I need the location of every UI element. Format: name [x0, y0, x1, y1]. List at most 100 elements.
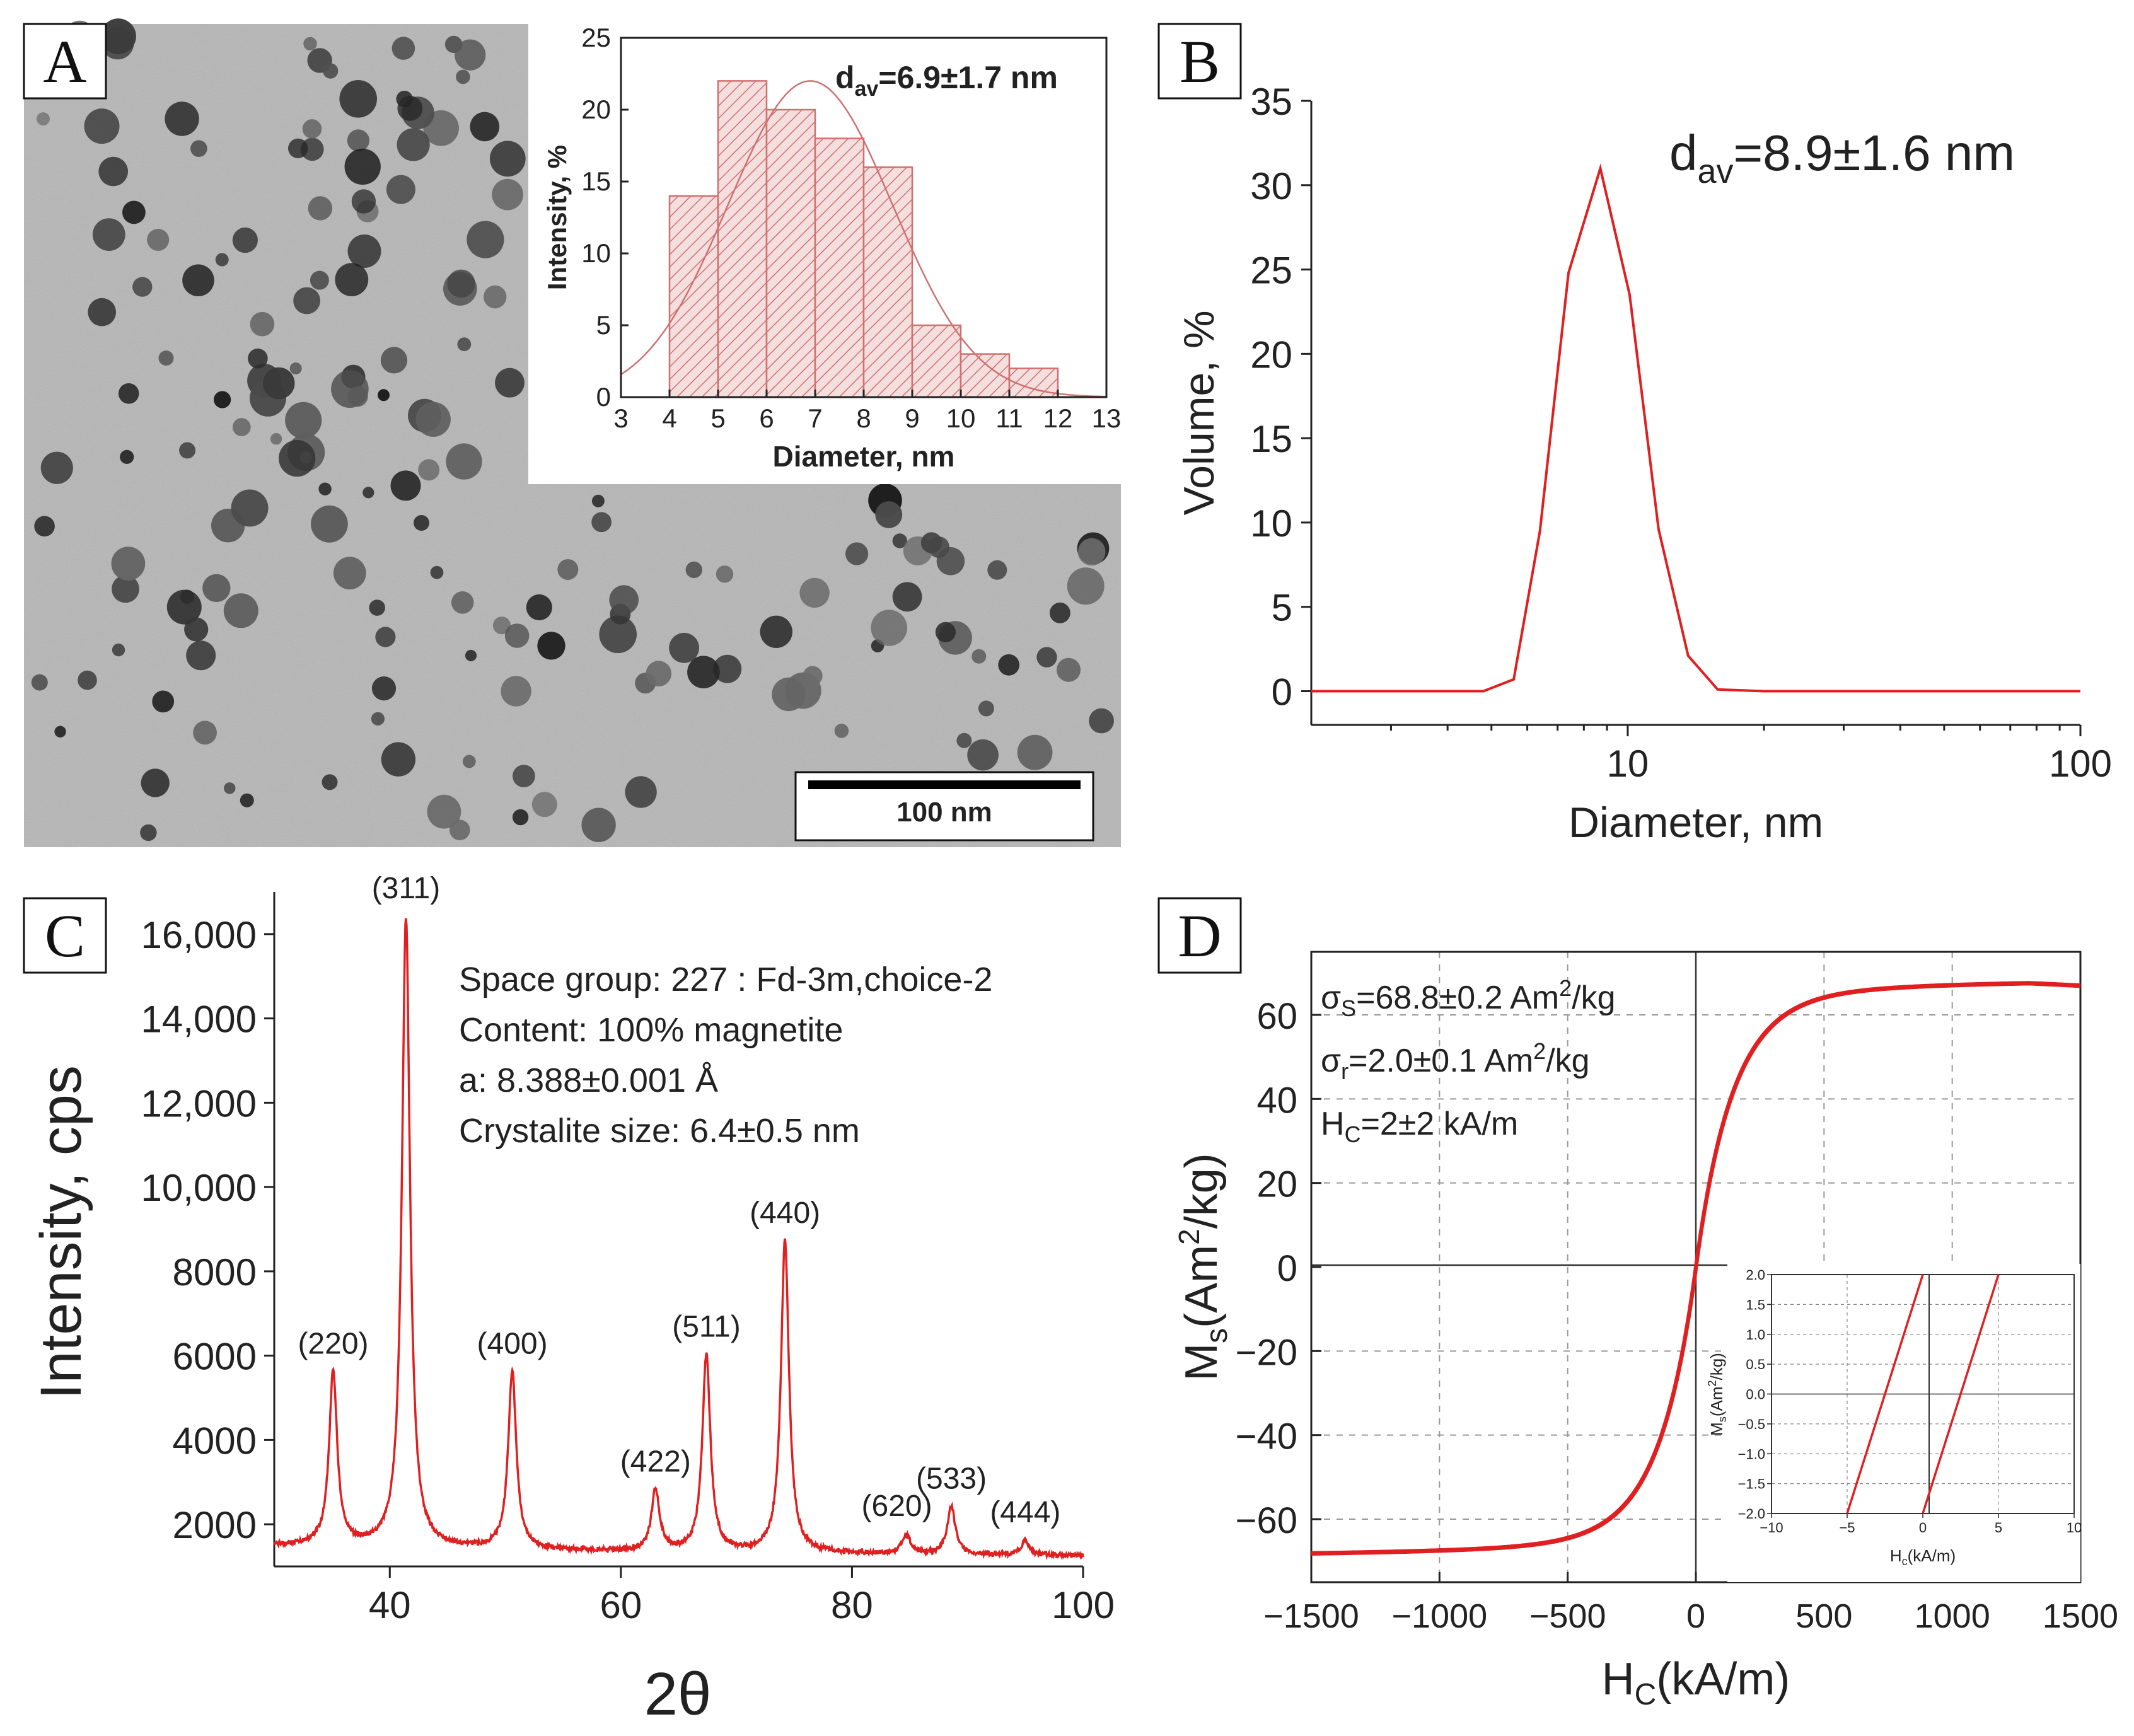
nanoparticle — [302, 119, 322, 139]
nanoparticle — [78, 670, 97, 690]
d-y-tick-label: 20 — [1256, 1164, 1297, 1205]
histogram-gaussian-fit — [620, 80, 1107, 398]
nanoparticle — [371, 676, 397, 701]
histogram-bar — [717, 80, 768, 398]
b-y-tick-label: 35 — [1250, 81, 1292, 123]
d-inset-branch-line — [1922, 1274, 2000, 1514]
histogram-bar — [668, 195, 719, 398]
nanoparticle — [152, 690, 175, 713]
nanoparticle — [347, 234, 381, 268]
nanoparticle — [935, 622, 956, 643]
scale-bar-label: 100 nm — [896, 797, 992, 828]
nanoparticle — [375, 627, 396, 647]
nanoparticle — [147, 229, 170, 251]
nanoparticle — [414, 515, 429, 531]
d-y-tick-label: 0 — [1277, 1248, 1297, 1289]
nanoparticle — [322, 774, 338, 790]
nanoparticle — [250, 311, 275, 337]
nanoparticle — [100, 18, 136, 54]
c-peak-label: (533) — [916, 1462, 987, 1495]
nanoparticle — [1077, 538, 1106, 566]
c-info-line: a: 8.388±0.001 Å — [459, 1062, 718, 1099]
nanoparticle — [339, 80, 377, 118]
nanoparticle — [335, 263, 369, 296]
nanoparticle — [193, 720, 217, 745]
nanoparticle — [625, 776, 657, 808]
nanoparticle — [512, 809, 529, 826]
b-y-tick-label: 30 — [1250, 165, 1292, 207]
c-y-tick-label: 8000 — [173, 1251, 257, 1293]
nanoparticle — [318, 482, 332, 495]
nanoparticle — [179, 442, 196, 459]
d-x-tick-label: −1500 — [1263, 1597, 1359, 1635]
nanoparticle — [462, 755, 476, 768]
nanoparticle — [716, 565, 734, 583]
nanoparticle — [1057, 657, 1081, 682]
nanoparticle — [956, 732, 972, 748]
nanoparticle — [1089, 708, 1114, 734]
nanoparticle — [687, 656, 720, 688]
nanoparticle — [92, 218, 125, 251]
nanoparticle — [501, 676, 531, 707]
histogram-y-tick-label: 5 — [596, 310, 611, 340]
nanoparticle — [248, 348, 268, 369]
c-peak-label: (220) — [298, 1327, 368, 1360]
c-y-tick-label: 10,000 — [141, 1167, 257, 1209]
c-x-tick-label: 60 — [600, 1584, 642, 1626]
nanoparticle — [262, 367, 295, 400]
nanoparticle — [803, 666, 823, 686]
d-y-tick-label: −60 — [1236, 1500, 1297, 1541]
nanoparticle — [646, 661, 672, 686]
c-peak-label: (620) — [862, 1490, 932, 1523]
c-x-tick-label: 40 — [369, 1584, 411, 1626]
c-x-label: 2θ — [644, 1660, 712, 1728]
nanoparticle — [936, 547, 965, 576]
d-parameter: σr=2.0±0.1 Am2/kg — [1321, 1038, 1590, 1084]
nanoparticle — [484, 285, 507, 309]
panel-label-c: C — [45, 902, 85, 969]
histogram-y-tick-label: 20 — [581, 95, 611, 124]
histogram-y-tick-label: 15 — [581, 166, 611, 196]
d-inset-y-label: Ms(Am2/kg) — [1706, 1353, 1729, 1436]
nanoparticle — [526, 594, 552, 621]
d-inset-x-tick-label: −10 — [1760, 1520, 1783, 1536]
b-size-distribution-curve — [1311, 163, 2080, 693]
nanoparticle — [31, 674, 48, 691]
nanoparticle — [378, 389, 390, 402]
c-y-label: Intensity, cps — [29, 1065, 93, 1399]
nanoparticle — [599, 615, 637, 654]
nanoparticle — [427, 794, 461, 829]
b-annotation: dav=8.9±1.6 nm — [1669, 125, 2015, 190]
c-y-tick-label: 4000 — [173, 1420, 257, 1462]
nanoparticle — [871, 610, 907, 646]
nanoparticle — [289, 362, 302, 374]
c-x-tick-label: 100 — [1052, 1584, 1115, 1626]
d-x-label: HC(kA/m) — [1602, 1654, 1790, 1711]
nanoparticle — [397, 128, 430, 161]
histogram-y-tick-label: 25 — [581, 23, 611, 52]
nanoparticle — [132, 277, 153, 297]
scale-bar — [808, 780, 1081, 789]
nanoparticle — [165, 101, 199, 136]
nanoparticle — [362, 487, 374, 499]
c-peak-label: (440) — [750, 1196, 820, 1230]
histogram-x-tick-label: 10 — [946, 403, 976, 433]
nanoparticle — [685, 561, 703, 579]
nanoparticle — [351, 189, 376, 214]
d-y-tick-label: 60 — [1256, 996, 1297, 1037]
c-info-line: Crystalite size: 6.4±0.5 nm — [459, 1112, 860, 1150]
d-y-tick-label: −40 — [1236, 1416, 1297, 1457]
d-inset-x-label: Hc(kA/m) — [1890, 1546, 1956, 1568]
nanoparticle — [190, 140, 207, 157]
nanoparticle — [88, 298, 116, 327]
d-inset-x-tick-label: 0 — [1919, 1520, 1927, 1536]
c-peak-label: (511) — [672, 1311, 741, 1344]
d-x-tick-label: 0 — [1686, 1597, 1705, 1635]
d-y-tick-label: 40 — [1256, 1080, 1297, 1121]
nanoparticle — [308, 196, 333, 221]
panel-d: −60 −40 −20 0 20 40 60 −1500 −1000 −500 0 500 1000 1… — [1157, 897, 2118, 1711]
nanoparticle — [381, 742, 416, 777]
nanoparticle — [492, 178, 523, 211]
